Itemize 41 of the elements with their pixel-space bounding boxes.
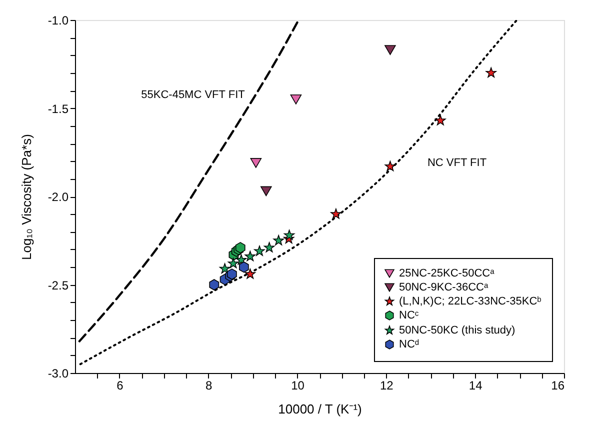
legend-label: 50NC-50KC (this study) [399, 324, 516, 336]
point [219, 263, 230, 274]
point [273, 234, 284, 246]
x-tick-label: 12 [380, 378, 394, 392]
point [260, 186, 272, 196]
point [244, 268, 256, 279]
point [244, 250, 256, 262]
y-tick-label: -2.5 [48, 278, 69, 292]
y-tick-label: -2.0 [48, 190, 69, 204]
y-axis-title: Log₁₀ Viscosity (Pa*s) [18, 134, 34, 260]
point [254, 246, 265, 256]
legend-label: 25NC-25KC-50CCᵃ [399, 268, 496, 280]
point [486, 67, 496, 78]
point [284, 230, 295, 240]
x-tick-label: 14 [468, 378, 483, 392]
point [250, 158, 262, 168]
x-tick-label: 6 [116, 378, 124, 392]
y-tick-label: -1.5 [48, 102, 69, 116]
point [209, 279, 220, 290]
y-tick-label: -3.0 [48, 366, 69, 380]
y-tick-label: -1.0 [48, 14, 69, 28]
point [238, 261, 249, 273]
point [290, 94, 302, 104]
point [384, 45, 396, 55]
point [384, 160, 396, 172]
annotation: NC VFT FIT [427, 157, 487, 169]
point [330, 208, 342, 219]
line-series [78, 20, 300, 342]
x-axis-title: 10000 / T (K⁻¹) [278, 402, 362, 416]
point [435, 114, 446, 126]
x-tick-label: 16 [551, 378, 565, 392]
x-tick-label: 10 [291, 378, 305, 392]
legend-label: NCᶜ [399, 310, 419, 322]
x-tick-label: 8 [206, 378, 213, 392]
legend-label: (L,N,K)C; 22LC-33NC-35KCᵇ [399, 296, 542, 308]
legend-label: 50NC-9KC-36CCᵃ [399, 282, 489, 294]
annotation: 55KC-45MC VFT FIT [141, 89, 246, 101]
point [236, 254, 247, 265]
legend-label: NCᵈ [399, 338, 420, 350]
point [264, 242, 275, 252]
point [228, 258, 239, 268]
